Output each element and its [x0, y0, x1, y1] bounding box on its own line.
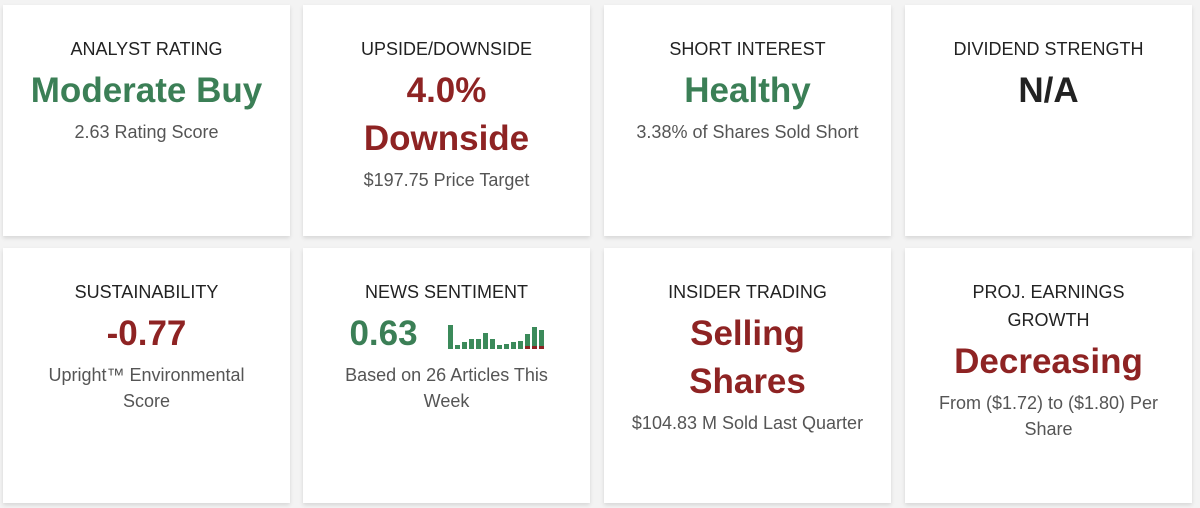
sparkline-bar — [517, 341, 523, 349]
sparkline-bar — [454, 345, 460, 349]
card-label: SUSTAINABILITY — [74, 282, 219, 302]
short-interest-card[interactable]: SHORT INTEREST Healthy 3.38% of Shares S… — [604, 5, 891, 236]
sparkline-bar — [531, 327, 537, 349]
sparkline-bar — [482, 333, 488, 349]
card-sub: $197.75 Price Target — [363, 170, 530, 190]
card-value: 4.0% Downside — [363, 71, 530, 158]
card-value: Selling Shares — [689, 314, 806, 401]
card-sub: Based on 26 Articles This Week — [345, 365, 548, 411]
sustainability-card[interactable]: SUSTAINABILITY -0.77 Upright™ Environmen… — [3, 248, 290, 503]
sparkline-bar — [496, 345, 502, 349]
sparkline-bar — [475, 339, 481, 349]
card-label: PROJ. EARNINGS GROWTH — [972, 282, 1125, 330]
card-value: 0.63 — [349, 314, 418, 353]
sparkline-bar — [503, 344, 509, 349]
sparkline-bar — [447, 325, 453, 349]
card-sub: $104.83 M Sold Last Quarter — [631, 413, 864, 433]
card-label: NEWS SENTIMENT — [364, 282, 528, 302]
card-value: N/A — [1018, 71, 1079, 110]
card-label: SHORT INTEREST — [669, 39, 826, 59]
card-sub: From ($1.72) to ($1.80) Per Share — [938, 393, 1159, 439]
sparkline-bar — [468, 339, 474, 349]
card-value: Moderate Buy — [30, 71, 263, 110]
card-value: -0.77 — [106, 314, 187, 353]
upside-downside-card[interactable]: UPSIDE/DOWNSIDE 4.0% Downside $197.75 Pr… — [303, 5, 590, 236]
sparkline-bar — [510, 342, 516, 349]
analyst-rating-card[interactable]: ANALYST RATING Moderate Buy 2.63 Rating … — [3, 5, 290, 236]
sparkline-bar — [489, 339, 495, 349]
earnings-growth-card[interactable]: PROJ. EARNINGS GROWTH Decreasing From ($… — [905, 248, 1192, 503]
card-label: DIVIDEND STRENGTH — [953, 39, 1144, 59]
card-value: Healthy — [684, 71, 811, 110]
card-value: Decreasing — [954, 342, 1143, 381]
sparkline-bar — [524, 334, 530, 349]
card-label: UPSIDE/DOWNSIDE — [360, 39, 533, 59]
card-label: INSIDER TRADING — [668, 282, 827, 302]
sparkline-bar — [538, 330, 544, 349]
sentiment-sparkline — [447, 319, 544, 349]
card-label: ANALYST RATING — [70, 39, 223, 59]
dividend-strength-card[interactable]: DIVIDEND STRENGTH N/A — [905, 5, 1192, 236]
news-sentiment-card[interactable]: NEWS SENTIMENT 0.63 Based on 26 Articles… — [303, 248, 590, 503]
card-sub: 3.38% of Shares Sold Short — [636, 122, 859, 142]
sparkline-bar — [461, 342, 467, 349]
card-sub: 2.63 Rating Score — [74, 122, 219, 142]
insider-trading-card[interactable]: INSIDER TRADING Selling Shares $104.83 M… — [604, 248, 891, 503]
card-sub: Upright™ Environmental Score — [48, 365, 245, 411]
